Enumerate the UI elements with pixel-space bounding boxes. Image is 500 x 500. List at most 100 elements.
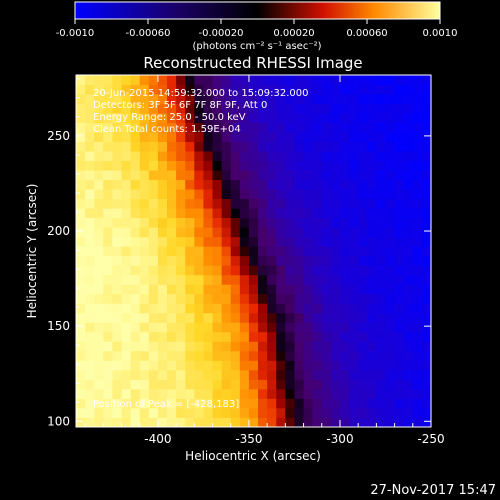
heatmap-cell [403,217,414,228]
heatmap-cell [358,122,368,133]
heatmap-cell [367,246,377,257]
heatmap-cell [421,350,431,361]
heatmap-cell [248,94,259,104]
heatmap-cell [167,284,177,295]
heatmap-cell [330,379,341,390]
heatmap-cell [157,331,168,342]
heatmap-cell [349,341,359,352]
heatmap-cell [267,141,277,152]
heatmap-cell [394,151,405,162]
heatmap-cell [385,179,395,190]
heatmap-cell [367,160,377,171]
heatmap-cell [339,246,350,257]
heatmap-cell [258,341,268,352]
annotations: 20-Jun-2015 14:59:32.000 to 15:09:32.000… [93,88,309,410]
heatmap-cell [394,113,405,123]
heatmap-cell [121,360,132,371]
heatmap-cell [421,284,431,295]
heatmap-cell [239,208,250,219]
heatmap-cell [176,407,186,418]
heatmap-cell [248,388,259,399]
heatmap-cell [212,265,223,276]
heatmap-cell [148,236,159,247]
heatmap-cell [421,360,431,371]
heatmap-cell [239,379,250,390]
heatmap-cell [139,379,150,390]
heatmap-cell [121,217,132,228]
heatmap-cell [267,284,277,295]
heatmap-cell [76,331,86,342]
heatmap-cell [139,179,150,190]
heatmap-cell [203,94,213,104]
heatmap-cell [303,75,314,85]
heatmap-cell [212,341,223,352]
heatmap-cell [358,160,368,171]
heatmap-cell [203,170,213,181]
heatmap-cell [412,103,423,114]
heatmap-cell [148,132,159,142]
heatmap-cell [349,113,359,123]
heatmap-cell [221,113,232,123]
heatmap-cell [412,322,423,333]
heatmap-cell [412,75,423,85]
heatmap-cell [412,388,423,399]
heatmap-cell [76,208,86,219]
heatmap-cell [76,369,86,380]
heatmap-cell [276,189,286,200]
heatmap-cell [148,398,159,409]
heatmap-cell [212,179,223,190]
heatmap-cell [185,369,195,380]
heatmap-cell [185,303,195,314]
heatmap-cell [203,122,213,133]
heatmap-cell [294,189,304,200]
heatmap-cell [112,103,122,114]
heatmap-cell [85,407,95,418]
heatmap-cell [221,293,232,304]
heatmap-cell [167,217,177,228]
heatmap-cell [421,293,431,304]
heatmap-cell [385,379,395,390]
heatmap-cell [276,341,286,352]
heatmap-cell [94,322,104,333]
heatmap-cell [221,388,232,399]
heatmap-cell [312,274,323,285]
heatmap-cell [358,379,368,390]
heatmap-cell [103,75,113,85]
heatmap-cell [230,312,241,323]
heatmap-cell [185,284,195,295]
heatmap-cell [185,265,195,276]
heatmap-cell [239,179,250,190]
heatmap-cell [267,265,277,276]
heatmap-cell [76,255,86,266]
heatmap-cell [167,113,177,123]
heatmap-cell [212,255,223,266]
heatmap-cell [258,331,268,342]
heatmap-cell [230,350,241,361]
heatmap-cell [103,189,113,200]
heatmap-cell [394,350,405,361]
heatmap-cell [376,369,386,380]
heatmap-cell [258,303,268,314]
heatmap-cell [167,312,177,323]
heatmap-cell [367,208,377,219]
heatmap-cell [376,227,386,238]
heatmap-cell [130,208,141,219]
heatmap-cell [285,293,295,304]
heatmap-cell [394,132,405,142]
heatmap-cell [176,170,186,181]
heatmap-cell [148,388,159,399]
heatmap-cell [312,160,323,171]
heatmap-cell [221,227,232,238]
heatmap-cell [312,208,323,219]
heatmap-cell [248,369,259,380]
y-tick-label: 150 [47,319,70,333]
heatmap-cell [267,322,277,333]
heatmap-cell [121,198,132,209]
heatmap-cell [303,293,314,304]
heatmap-cell [258,388,268,399]
heatmap-cell [157,322,168,333]
heatmap-cell [412,265,423,276]
heatmap-cell [349,265,359,276]
heatmap-cell [367,236,377,247]
heatmap-cell [157,151,168,162]
